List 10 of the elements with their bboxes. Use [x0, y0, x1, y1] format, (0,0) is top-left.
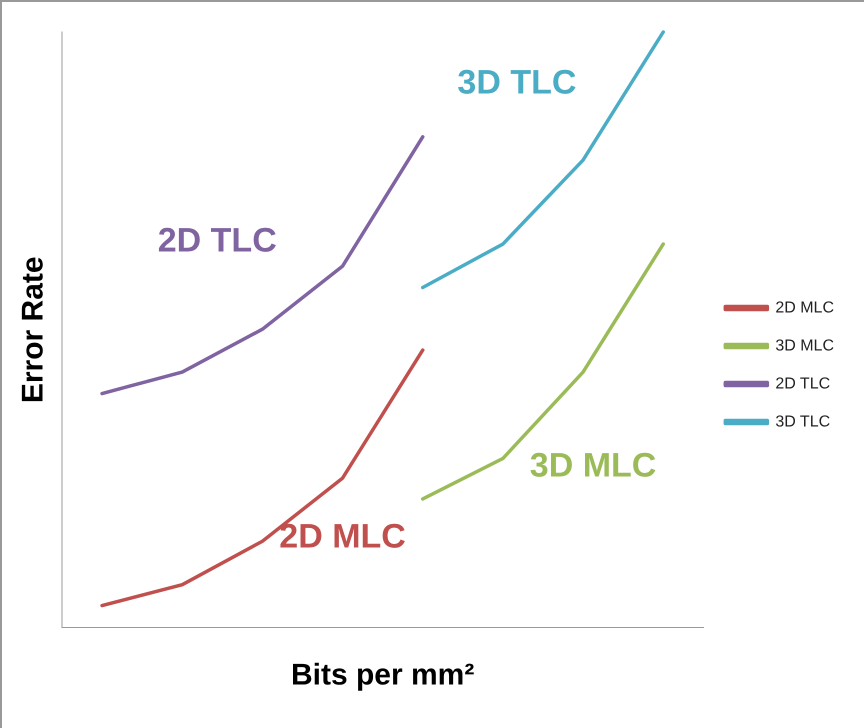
y-axis-title: Error Rate — [16, 256, 50, 404]
x-axis-title: Bits per mm² — [290, 658, 474, 692]
text: 3D TLC — [457, 63, 576, 102]
legend-label: 3D TLC — [775, 413, 830, 430]
legend-label: 3D MLC — [775, 337, 834, 354]
text: 2D TLC — [158, 221, 277, 260]
legend-label: 2D TLC — [775, 375, 830, 392]
text: 3D MLC — [530, 446, 656, 484]
legend-label: 2D MLC — [775, 299, 834, 316]
text: 2D MLC — [279, 517, 406, 556]
